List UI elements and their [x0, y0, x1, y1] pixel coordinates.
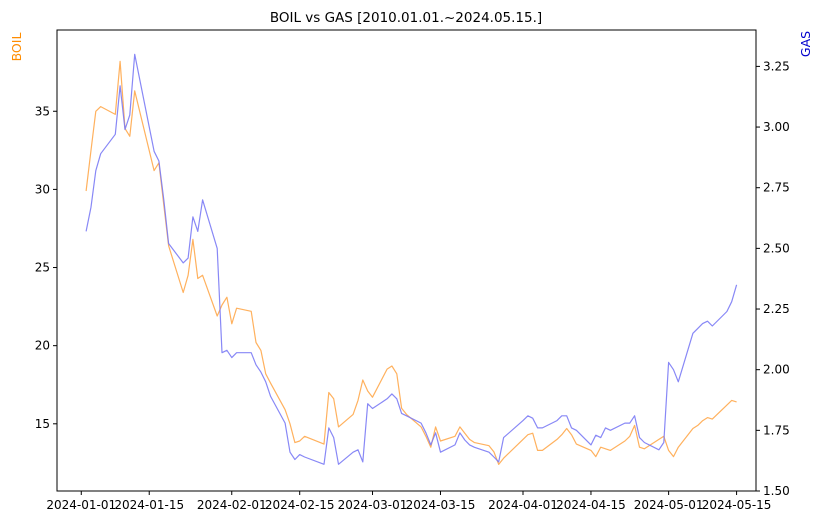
- y-left-tick-label: 30: [35, 182, 50, 196]
- y-right-tick-label: 2.50: [763, 241, 790, 255]
- y-left-tick-label: 15: [35, 417, 50, 431]
- y-right-tick-label: 2.75: [763, 181, 790, 195]
- series-line-boil: [85, 60, 737, 465]
- x-tick-label: 2024-01-01: [46, 498, 116, 512]
- series-line-gas: [85, 53, 738, 465]
- x-tick-label: 2024-04-15: [556, 498, 626, 512]
- plot-frame: [56, 29, 757, 492]
- y-right-tick-label: 2.25: [763, 302, 790, 316]
- y-left-tick-label: 20: [35, 339, 50, 353]
- y-right-tick-label: 3.25: [763, 59, 790, 73]
- x-tick-label: 2024-05-15: [702, 498, 772, 512]
- y-right-tick-label: 3.00: [763, 120, 790, 134]
- y-right-tick-label: 2.00: [763, 363, 790, 377]
- x-tick-label: 2024-04-01: [488, 498, 558, 512]
- y-left-tick-label: 25: [35, 261, 50, 275]
- right-axis-title: GAS: [798, 31, 813, 57]
- y-right-tick-label: 1.50: [763, 484, 790, 498]
- y-left-tick-label: 35: [35, 104, 50, 118]
- left-axis-title: BOIL: [9, 33, 24, 62]
- x-tick-label: 2024-01-15: [114, 498, 184, 512]
- y-right-tick-label: 1.75: [763, 423, 790, 437]
- x-tick-label: 2024-03-15: [406, 498, 476, 512]
- chart-title: BOIL vs GAS [2010.01.01.~2024.05.15.]: [270, 10, 542, 26]
- x-tick-label: 2024-05-01: [634, 498, 704, 512]
- x-tick-label: 2024-02-01: [197, 498, 267, 512]
- x-tick-label: 2024-03-01: [338, 498, 408, 512]
- x-tick-label: 2024-02-15: [265, 498, 335, 512]
